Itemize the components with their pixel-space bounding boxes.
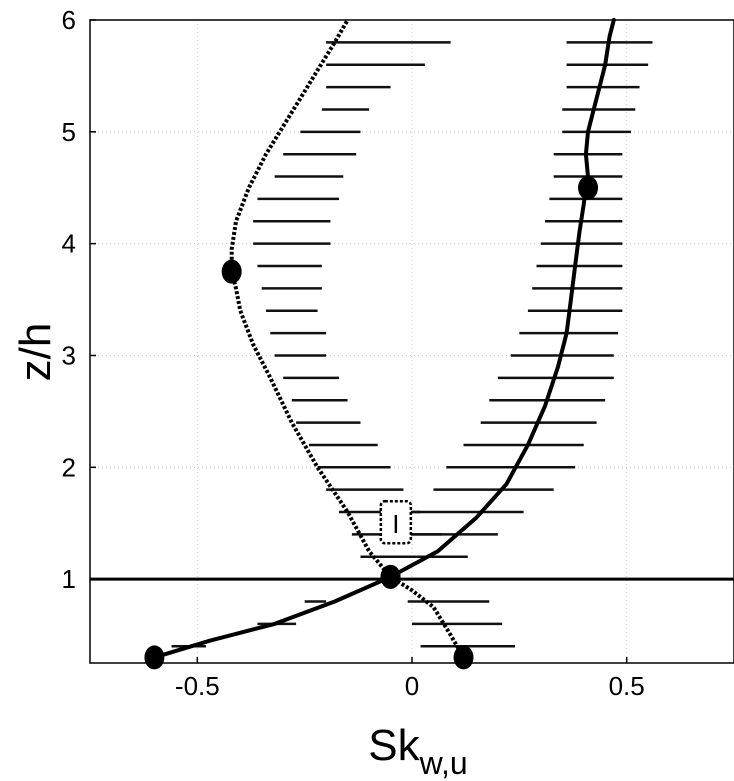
x-tick-label: 0.5 [609,671,645,701]
x-axis-label-subscript: w,u [419,745,468,781]
error-bars [171,41,653,648]
x-tick-label: 0 [405,671,419,701]
axis-ticks: -0.5 0 0.5 1 2 3 4 5 6 [62,5,645,701]
annotation-box [379,499,413,545]
y-tick-label: 3 [62,340,76,370]
annotation: I [379,499,413,545]
y-tick-label: 4 [62,229,76,259]
data-point [221,259,242,284]
x-axis-label-main: Sk [368,721,420,770]
series-line-dotted [229,19,466,659]
annotation-label: I [392,509,399,539]
y-tick-label: 5 [62,117,76,147]
series-lines [152,18,616,660]
y-tick-label: 2 [62,452,76,482]
data-point [144,645,165,670]
x-axis-label: Skw,u [368,721,467,781]
data-point [380,564,401,589]
y-tick-label: 1 [62,564,76,594]
x-tick-label: -0.5 [175,671,220,701]
y-tick-label: 6 [62,5,76,35]
y-axis-label: z/h [11,323,60,382]
series-line-solid [152,18,616,660]
data-point [453,645,474,670]
data-point [578,175,599,200]
